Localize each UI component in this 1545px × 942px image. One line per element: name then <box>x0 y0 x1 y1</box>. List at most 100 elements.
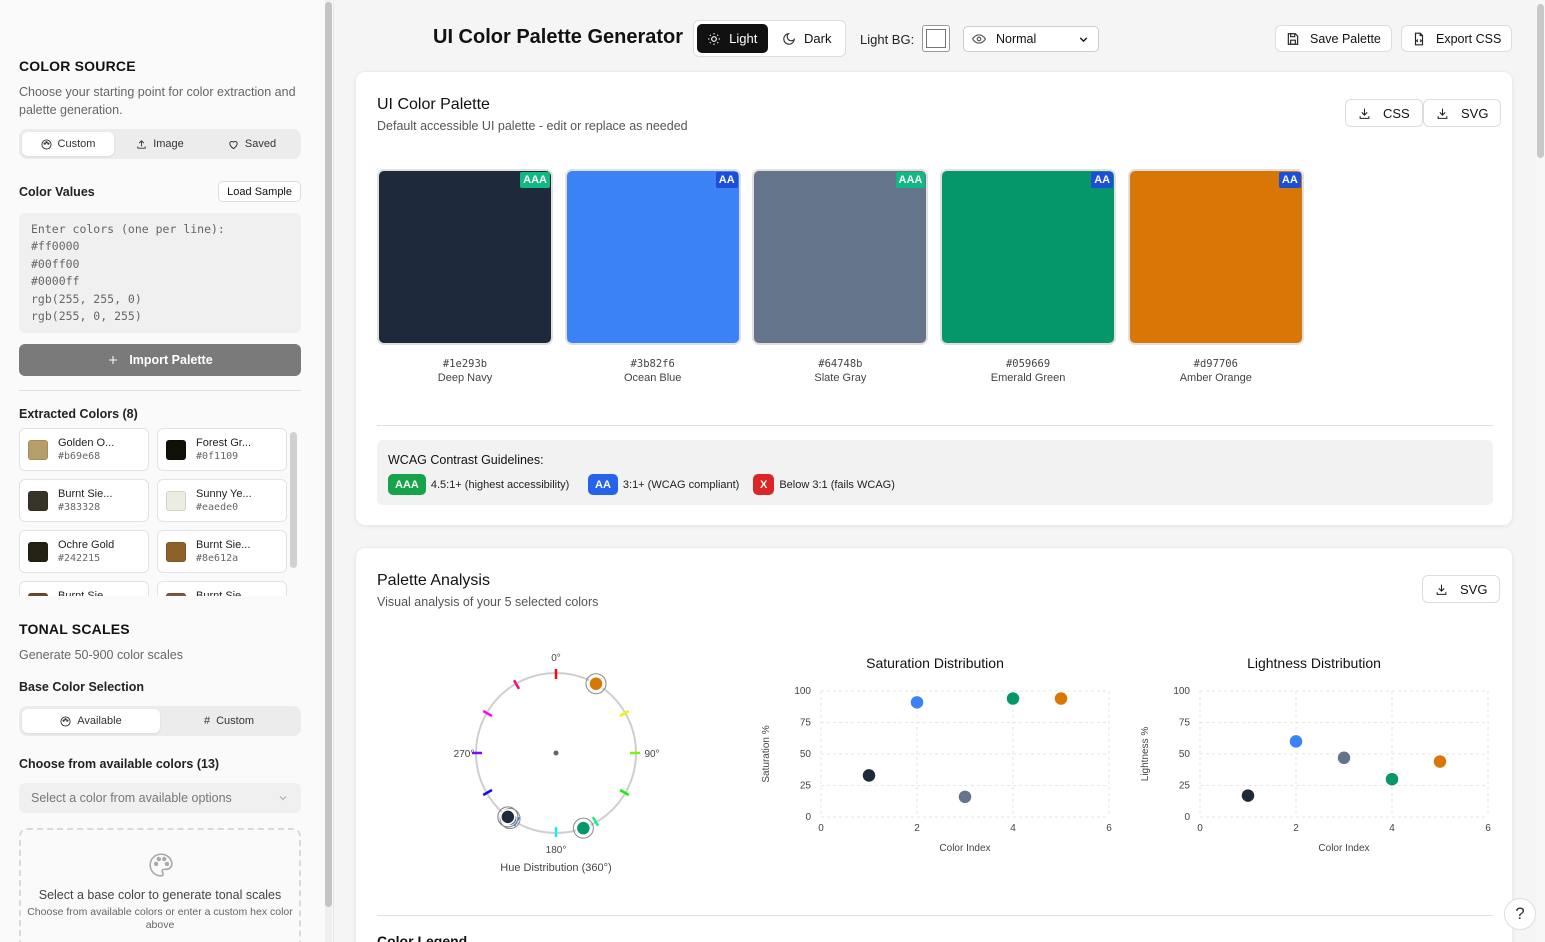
extracted-color-chip[interactable]: Burnt Sie... #8e612a <box>157 530 287 573</box>
extracted-color-chip[interactable]: Burnt Sie... #6b4a2c <box>19 581 149 596</box>
x-axis-label: Color Index <box>1318 843 1369 854</box>
x-axis-label: Color Index <box>939 843 990 854</box>
hue-tick-label: 270° <box>454 749 475 760</box>
scatter-point <box>1240 787 1256 804</box>
chip-text: Burnt Sie... #7a5a3a <box>196 590 250 597</box>
vision-mode-value: Normal <box>996 32 1037 46</box>
tab-image-label: Image <box>153 138 184 150</box>
swatch-hex: #64748b <box>818 358 863 370</box>
x-tick-label: 4 <box>1389 823 1395 834</box>
extracted-color-chip[interactable]: Ochre Gold #242215 <box>19 530 149 573</box>
chip-name: Burnt Sie... <box>196 589 251 597</box>
y-tick-label: 0 <box>805 812 811 823</box>
download-svg-button[interactable]: SVG <box>1423 99 1502 127</box>
load-sample-button[interactable]: Load Sample <box>218 181 301 202</box>
theme-light-button[interactable]: Light <box>697 24 768 53</box>
divider <box>19 390 301 391</box>
x-tick-label: 6 <box>1106 823 1112 834</box>
base-color-tabs: Available # Custom <box>19 706 301 736</box>
hue-point <box>500 809 516 825</box>
tab-available[interactable]: Available <box>22 709 160 733</box>
wcag-guideline-item: AAA 4.5:1+ (highest accessibility) <box>388 474 569 495</box>
chip-hex: #eaede0 <box>196 501 239 513</box>
theme-dark-button[interactable]: Dark <box>772 24 843 53</box>
chevron-down-icon <box>277 792 289 804</box>
base-color-select[interactable]: Select a color from available options <box>19 783 301 813</box>
export-css-button[interactable]: Export CSS <box>1401 25 1513 52</box>
swatch-hex: #1e293b <box>442 358 488 370</box>
import-palette-button[interactable]: Import Palette <box>19 344 301 376</box>
tab-saved[interactable]: Saved <box>206 132 298 156</box>
download-css-button[interactable]: CSS <box>1345 99 1423 127</box>
hue-tick-label: 180° <box>546 845 567 856</box>
chip-text: Burnt Sie... #6b4a2c <box>58 590 112 597</box>
save-palette-button[interactable]: Save Palette <box>1275 25 1392 52</box>
color-swatch <box>166 439 186 460</box>
palette-swatch[interactable]: AA <box>1127 169 1304 345</box>
chip-name: Burnt Sie... <box>196 538 251 551</box>
extracted-colors-label: Extracted Colors (8) <box>19 407 138 421</box>
sidebar-scroll-thumb[interactable] <box>325 2 332 907</box>
tab-custom[interactable]: Custom <box>22 132 114 156</box>
palette-icon <box>148 852 174 878</box>
tab-image[interactable]: Image <box>114 132 206 156</box>
color-swatch <box>28 439 48 460</box>
analysis-card-subtitle: Visual analysis of your 5 selected color… <box>377 595 599 609</box>
theme-light-label: Light <box>729 31 758 46</box>
upload-icon <box>136 139 147 150</box>
x-tick-label: 2 <box>914 823 920 834</box>
chip-text: Burnt Sie... #383328 <box>58 488 112 514</box>
palette-icon <box>60 715 71 727</box>
color-source-title: COLOR SOURCE <box>19 58 136 74</box>
wcag-guideline-text: Below 3:1 (fails WCAG) <box>779 478 895 491</box>
hue-wheel-center <box>553 750 559 756</box>
hue-tick <box>482 709 493 718</box>
theme-dark-label: Dark <box>804 31 832 46</box>
palette-swatch[interactable]: AA <box>940 169 1117 345</box>
extracted-color-chip[interactable]: Sunny Ye... #eaede0 <box>157 479 287 522</box>
wcag-guideline-item: AA 3:1+ (WCAG compliant) <box>588 474 739 495</box>
chip-text: Golden O... #b69e68 <box>58 437 114 463</box>
palette-card-title: UI Color Palette <box>377 96 490 113</box>
divider <box>377 425 1493 426</box>
extracted-color-chip[interactable]: Burnt Sie... #7a5a3a <box>157 581 287 596</box>
color-swatch <box>166 541 186 562</box>
light-bg-color-picker[interactable] <box>922 25 950 52</box>
heart-icon <box>228 139 239 150</box>
vision-mode-select[interactable]: Normal <box>963 26 1099 52</box>
moon-icon <box>782 32 796 46</box>
swatch-hex: #3b82f6 <box>630 358 675 370</box>
contrast-badge: AA <box>715 172 738 188</box>
extracted-color-chip[interactable]: Golden O... #b69e68 <box>19 428 149 471</box>
x-tick-label: 4 <box>1010 823 1016 834</box>
download-icon <box>1436 107 1449 120</box>
y-tick-label: 0 <box>1184 812 1190 823</box>
extracted-color-chip[interactable]: Forest Gr... #0f1109 <box>157 428 287 471</box>
page-scroll-thumb[interactable] <box>1537 4 1544 158</box>
chip-text: Ochre Gold #242215 <box>58 539 114 565</box>
x-tick-label: 0 <box>818 823 824 834</box>
palette-swatch[interactable]: AAA <box>377 169 553 345</box>
extracted-scrollbar[interactable] <box>290 432 297 568</box>
analysis-download-svg-button[interactable]: SVG <box>1422 575 1501 603</box>
hue-tick <box>619 788 630 797</box>
sidebar-scrollbar[interactable] <box>325 0 332 942</box>
extracted-color-chip[interactable]: Burnt Sie... #383328 <box>19 479 149 522</box>
page-scrollbar[interactable] <box>1536 0 1545 942</box>
palette-swatch[interactable]: AA <box>564 169 741 345</box>
hue-tick <box>591 816 600 827</box>
export-css-label: Export CSS <box>1436 31 1502 46</box>
eye-icon <box>972 32 986 46</box>
swatch-name: Slate Gray <box>814 372 867 384</box>
hue-point-ring <box>497 806 519 828</box>
tab-custom-base[interactable]: # Custom <box>160 709 298 733</box>
tonal-scales-description: Generate 50-900 color scales <box>19 648 183 662</box>
tonal-empty-description: Choose from available colors or enter a … <box>27 906 293 931</box>
palette-swatch[interactable]: AAA <box>752 169 929 345</box>
wcag-badge: AA <box>588 474 618 495</box>
choose-available-label: Choose from available colors (13) <box>19 757 220 771</box>
swatch-name: Ocean Blue <box>623 372 682 384</box>
tab-custom-label: Custom <box>57 138 96 150</box>
help-button[interactable]: ? <box>1504 898 1536 930</box>
color-values-textarea[interactable]: Enter colors (one per line): #ff0000 #00… <box>19 213 301 333</box>
